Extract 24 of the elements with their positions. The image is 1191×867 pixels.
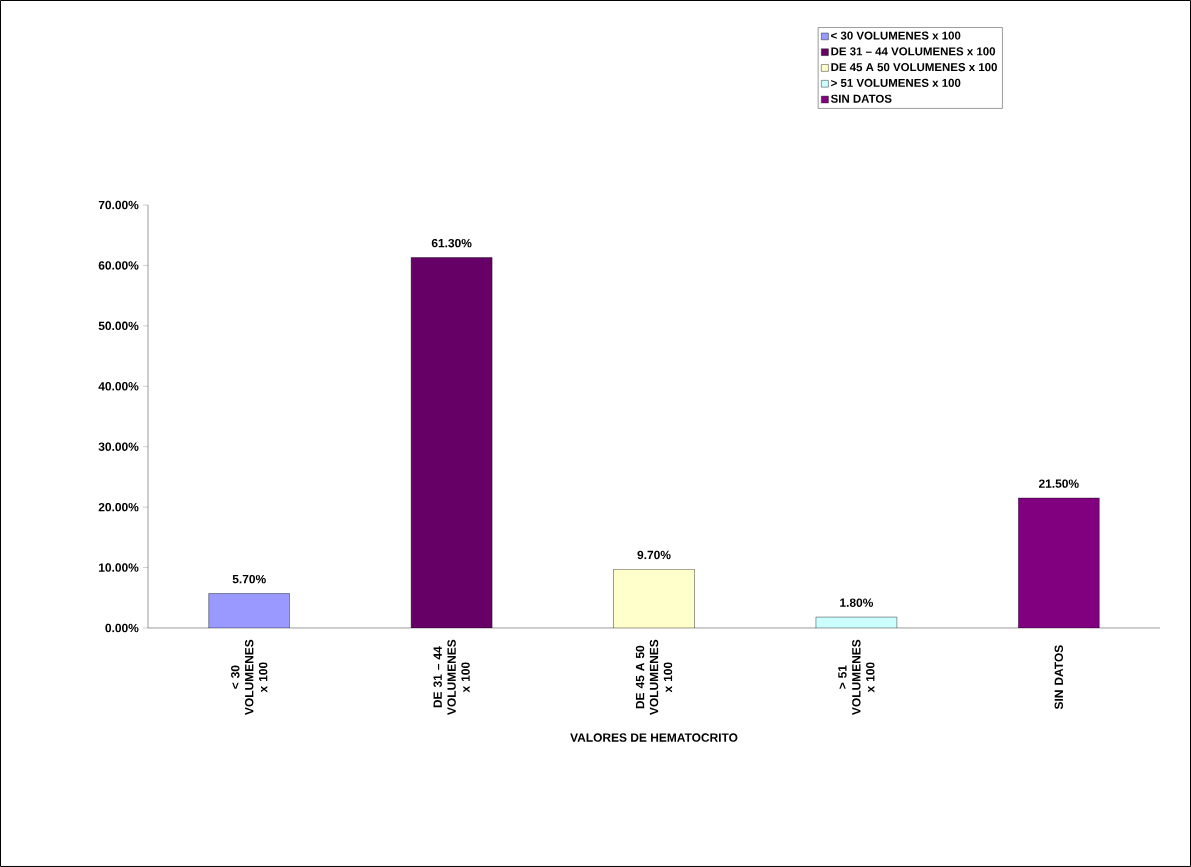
legend-label: < 30 VOLUMENES x 100 — [831, 31, 961, 40]
y-tick-label: 10.00% — [99, 563, 139, 572]
data-label: 9.70% — [637, 550, 671, 560]
y-tick-label: 50.00% — [98, 321, 139, 331]
x-tick-label: > 51 VOLUMENES x 100 — [838, 639, 875, 715]
x-tick-label: DE 45 A 50 VOLUMENES x 100 — [635, 639, 673, 715]
y-tick-label: 0.00% — [105, 623, 139, 633]
data-label: 61.30% — [431, 238, 472, 248]
y-tick-label: 30.00% — [98, 442, 139, 451]
x-tick-label: DE 31 – 44 VOLUMENES x 100 — [433, 639, 470, 715]
x-tick-label: < 30 VOLUMENES x 100 — [231, 639, 268, 715]
legend-label: SIN DATOS — [830, 94, 892, 103]
data-label: 1.80% — [840, 598, 874, 607]
legend-label: > 51 VOLUMENES x 100 — [831, 78, 961, 87]
x-tick-label: SIN DATOS — [1054, 645, 1064, 710]
legend-label: DE 31 – 44 VOLUMENES x 100 — [831, 47, 996, 56]
legend-label: DE 45 A 50 VOLUMENES x 100 — [831, 63, 997, 72]
y-tick-label: 70.00% — [98, 200, 139, 210]
y-tick-label: 60.00% — [98, 261, 139, 270]
y-tick-label: 40.00% — [98, 382, 139, 391]
data-label: 5.70% — [232, 574, 266, 584]
x-axis-title: VALORES DE HEMATOCRITO — [570, 733, 738, 742]
data-label: 21.50% — [1038, 479, 1079, 488]
y-tick-label: 20.00% — [98, 502, 139, 512]
